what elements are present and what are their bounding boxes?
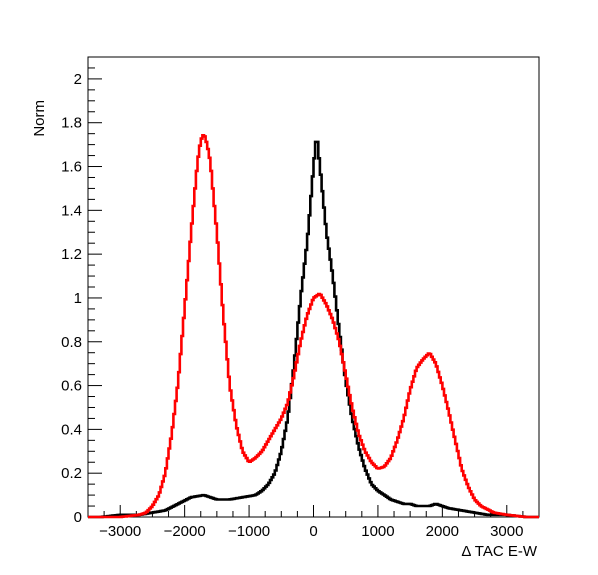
plot-frame: [87, 56, 540, 518]
y-tick-label: 0.2: [61, 465, 82, 482]
x-tick-label: 1000: [361, 523, 394, 540]
x-tick-label: −1000: [228, 523, 270, 540]
series-line-2: [88, 134, 539, 519]
y-tick-label: 1.2: [61, 246, 82, 263]
x-tick-label: 2000: [426, 523, 459, 540]
x-axis-title: Δ TAC E-W: [461, 543, 537, 560]
series-layer: [88, 134, 539, 519]
y-tick-label: 1: [74, 290, 82, 307]
x-axis: −3000 −2000 −1000 0 1000 2000 3000: [87, 505, 540, 540]
x-tick-label: −2000: [164, 523, 206, 540]
y-tick-label: 1.4: [61, 202, 82, 219]
y-tick-label: 1.6: [61, 159, 82, 176]
x-tick-label: −3000: [99, 523, 141, 540]
y-tick-label: 0.6: [61, 378, 82, 395]
y-axis-title: Norm: [31, 100, 48, 137]
x-tick-label: 3000: [490, 523, 523, 540]
y-tick-label: 0.4: [61, 421, 82, 438]
y-tick-label: 0.8: [61, 334, 82, 351]
series-line-1: [88, 140, 539, 519]
y-tick-label: 1.8: [61, 115, 82, 132]
y-axis: 0 0.2 0.4 0.6 0.8 1 1.2 1.4 1.6 1.8 2: [61, 56, 102, 526]
x-tick-label: 0: [309, 523, 317, 540]
y-tick-label: 2: [74, 71, 82, 88]
y-tick-label: 0: [74, 509, 82, 526]
